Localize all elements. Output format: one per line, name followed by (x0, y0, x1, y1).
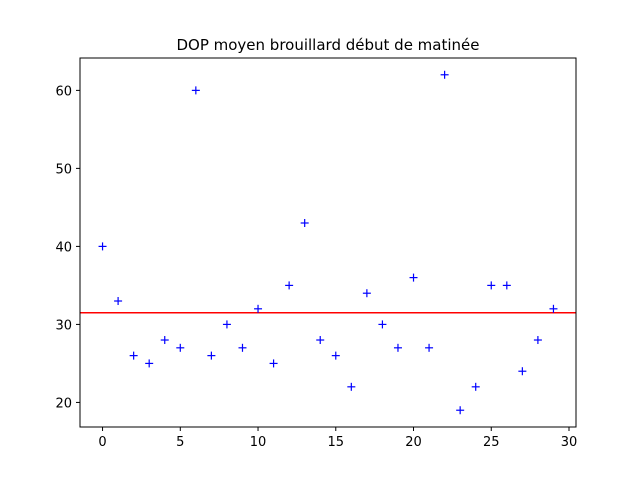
data-point (114, 297, 123, 306)
x-tick-label: 15 (328, 435, 345, 450)
data-point (331, 351, 340, 360)
data-point (160, 336, 169, 345)
data-point (362, 289, 371, 298)
data-point (98, 242, 107, 251)
y-tick-label: 50 (55, 162, 72, 177)
data-point (378, 320, 387, 329)
data-point (393, 343, 402, 352)
data-point (487, 281, 496, 290)
x-tick-label: 5 (176, 435, 184, 450)
data-point (347, 382, 356, 391)
plot-area: 0 5 10 15 20 25 30 20 30 40 50 60 (55, 57, 578, 450)
data-point (238, 343, 247, 352)
data-point (145, 359, 154, 368)
data-point (549, 304, 558, 313)
data-point (269, 359, 278, 368)
data-point (129, 351, 138, 360)
data-point (456, 406, 465, 415)
data-point (518, 367, 527, 376)
x-tick-label: 0 (98, 435, 106, 450)
x-tick-label: 20 (405, 435, 422, 450)
x-tick-label: 25 (483, 435, 500, 450)
y-tick-label: 40 (55, 240, 72, 255)
data-point (471, 382, 480, 391)
axes-frame (79, 57, 577, 428)
y-tick-label: 30 (55, 318, 72, 333)
y-tick-label: 60 (55, 84, 72, 99)
y-tick-label: 20 (55, 396, 72, 411)
data-point (222, 320, 231, 329)
data-point (409, 273, 418, 282)
x-tick-label: 10 (250, 435, 267, 450)
chart-title: DOP moyen brouillard début de matinée (176, 36, 479, 54)
data-point (533, 336, 542, 345)
data-point (285, 281, 294, 290)
data-point (316, 336, 325, 345)
data-point (207, 351, 216, 360)
data-point (440, 70, 449, 79)
data-point (300, 218, 309, 227)
data-point (425, 343, 434, 352)
data-point (254, 304, 263, 313)
x-tick-label: 30 (561, 435, 578, 450)
data-point (502, 281, 511, 290)
data-point (176, 343, 185, 352)
data-point (191, 86, 200, 95)
